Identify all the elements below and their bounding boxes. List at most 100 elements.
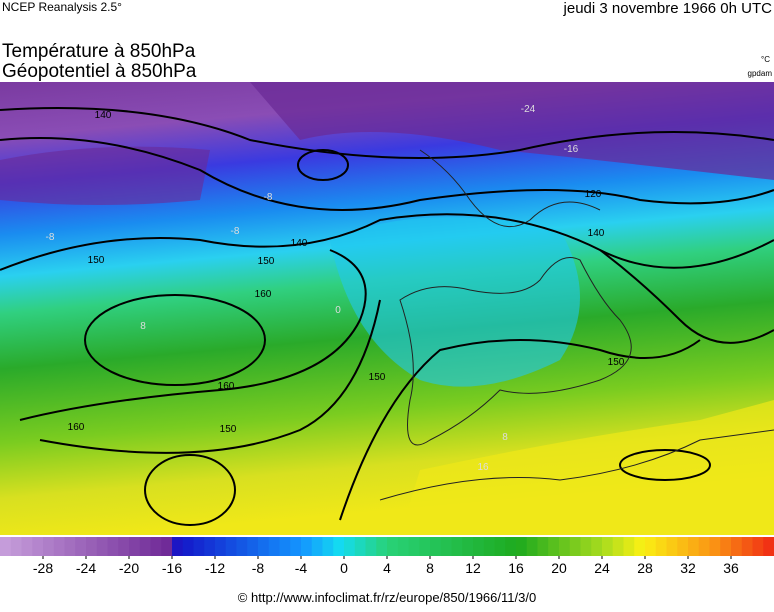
- contour-label: -16: [564, 144, 579, 155]
- contour-label: 160: [218, 381, 235, 392]
- contour-label: 120: [585, 189, 602, 200]
- colorbar-cell: [559, 537, 571, 556]
- colorbar-cell: [322, 537, 334, 556]
- contour-label: 16: [477, 462, 489, 473]
- colorbar-cell: [150, 537, 162, 556]
- colorbar-cell: [107, 537, 119, 556]
- colorbar-cell: [688, 537, 700, 556]
- colorbar-cell: [258, 537, 270, 556]
- colorbar-tick-label: 0: [340, 560, 348, 576]
- colorbar-cell: [580, 537, 592, 556]
- colorbar-cell: [247, 537, 259, 556]
- date: jeudi 3 novembre 1966 0h UTC: [563, 0, 773, 17]
- colorbar-cell: [720, 537, 732, 556]
- contour-label: 150: [88, 255, 105, 266]
- colorbar-cell: [204, 537, 216, 556]
- colorbar-cell: [473, 537, 485, 556]
- colorbar-cell: [537, 537, 549, 556]
- colorbar-cell: [268, 537, 280, 556]
- footer: © http://www.infoclimat.fr/rz/europe/850…: [238, 590, 536, 605]
- contour-label: 160: [68, 422, 85, 433]
- colorbar-cell: [193, 537, 205, 556]
- colorbar-tick-label: 20: [551, 560, 567, 576]
- title: Géopotentiel à 850hPa: [2, 61, 197, 82]
- colorbar: -28 -24 -20 -16 -12 -8 -4 0 4 8 12 16 20 24 28 32 36: [0, 537, 774, 576]
- colorbar-cell: [548, 537, 560, 556]
- contour-label: 8: [502, 432, 508, 443]
- colorbar-cell: [43, 537, 55, 556]
- colorbar-cell: [21, 537, 33, 556]
- colorbar-cell: [118, 537, 130, 556]
- colorbar-tick-label: 8: [426, 560, 434, 576]
- colorbar-cell: [139, 537, 151, 556]
- colorbar-cell: [440, 537, 452, 556]
- colorbar-cell: [354, 537, 366, 556]
- colorbar-cell: [161, 537, 173, 556]
- colorbar-cell: [311, 537, 323, 556]
- colorbar-cell: [172, 537, 184, 556]
- colorbar-cell: [677, 537, 689, 556]
- colorbar-cell: [64, 537, 76, 556]
- colorbar-cell: [494, 537, 506, 556]
- contour-label: 150: [369, 372, 386, 383]
- colorbar-cell: [569, 537, 581, 556]
- colorbar-cell: [602, 537, 614, 556]
- colorbar-cell: [763, 537, 774, 556]
- contour-label: -8: [46, 232, 55, 243]
- cool-area: [330, 217, 580, 387]
- colorbar-cell: [462, 537, 474, 556]
- title: Température à 850hPa: [2, 41, 196, 62]
- unit: gpdam: [748, 69, 773, 78]
- contour-label: 140: [95, 110, 112, 121]
- colorbar-tick-label: -12: [205, 560, 225, 576]
- colorbar-cell: [483, 537, 495, 556]
- colorbar-cell: [505, 537, 517, 556]
- colorbar-tick-label: 32: [680, 560, 696, 576]
- contour-label: 160: [255, 289, 272, 300]
- contour-label: -24: [521, 104, 536, 115]
- colorbar-cell: [182, 537, 194, 556]
- cold-area: [250, 82, 774, 180]
- colorbar-tick-label: 16: [508, 560, 524, 576]
- contour-label: 8: [140, 321, 146, 332]
- colorbar-cell: [290, 537, 302, 556]
- colorbar-cell: [731, 537, 743, 556]
- colorbar-cell: [86, 537, 98, 556]
- contour-label: 0: [335, 305, 341, 316]
- colorbar-cell: [96, 537, 108, 556]
- colorbar-cell: [215, 537, 227, 556]
- colorbar-cell: [301, 537, 313, 556]
- contour-label: 140: [588, 228, 605, 239]
- colorbar-tick-label: -28: [33, 560, 53, 576]
- contour-label: 140: [291, 238, 308, 249]
- colorbar-tick-label: -16: [162, 560, 182, 576]
- contour-label: -8: [231, 226, 240, 237]
- colorbar-cell: [655, 537, 667, 556]
- colorbar-cell: [408, 537, 420, 556]
- colorbar-tick-label: 28: [637, 560, 653, 576]
- colorbar-cell: [32, 537, 44, 556]
- colorbar-tick-label: 36: [723, 560, 739, 576]
- colorbar-tick-label: 12: [465, 560, 481, 576]
- colorbar-tick-label: -8: [252, 560, 265, 576]
- colorbar-cell: [623, 537, 635, 556]
- coastlines: [379, 149, 774, 501]
- colorbar-cell: [645, 537, 657, 556]
- warm-area: [400, 400, 774, 535]
- contours: [0, 107, 774, 526]
- colorbar-tick-label: 24: [594, 560, 610, 576]
- colorbar-cell: [419, 537, 431, 556]
- colorbar-cell: [225, 537, 237, 556]
- contour-label: 150: [608, 357, 625, 368]
- colorbar-cell: [666, 537, 678, 556]
- colorbar-cell: [129, 537, 141, 556]
- colorbar-cell: [430, 537, 442, 556]
- contour-label: -8: [264, 192, 273, 203]
- colorbar-cell: [634, 537, 646, 556]
- colorbar-cell: [451, 537, 463, 556]
- colorbar-cell: [333, 537, 345, 556]
- colorbar-cell: [344, 537, 356, 556]
